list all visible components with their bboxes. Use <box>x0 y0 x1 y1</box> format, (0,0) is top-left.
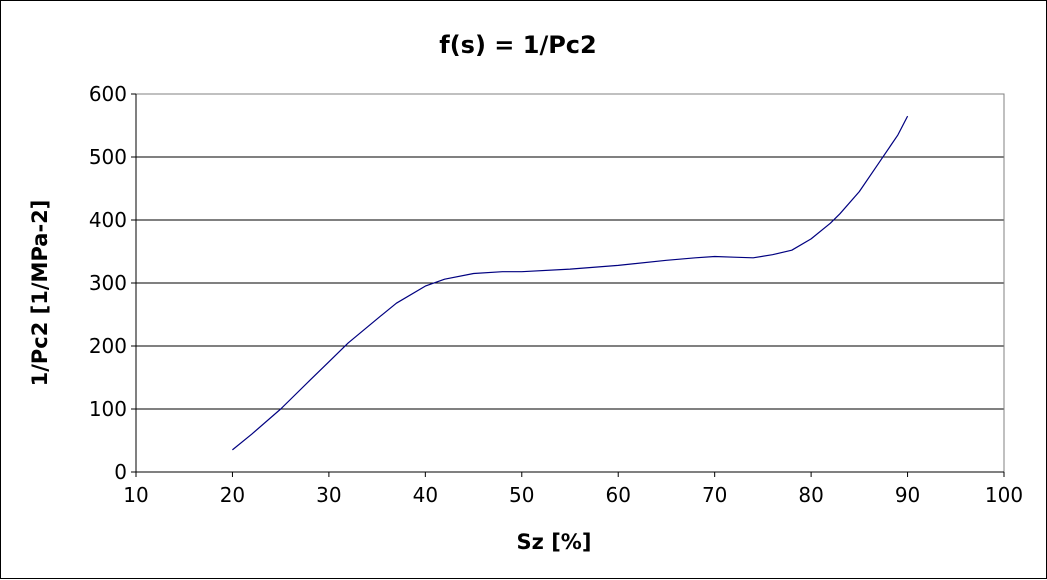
x-tick-label: 70 <box>702 483 727 507</box>
gridlines <box>136 93 1004 473</box>
y-tick-label: 300 <box>89 271 127 295</box>
x-tick-label: 60 <box>605 483 630 507</box>
x-axis: 10 20 30 40 50 60 70 80 90 100 <box>123 471 1023 507</box>
x-axis-label: Sz [%] <box>517 530 592 554</box>
y-tick-label: 100 <box>89 397 127 421</box>
x-tick-label: 40 <box>413 483 438 507</box>
y-tick-label: 0 <box>114 460 127 484</box>
chart-title: f(s) = 1/Pc2 <box>439 31 596 59</box>
x-tick-label: 100 <box>985 483 1023 507</box>
x-tick-label: 90 <box>895 483 920 507</box>
x-tick-label: 80 <box>798 483 823 507</box>
x-tick-label: 20 <box>220 483 245 507</box>
x-tick-label: 30 <box>316 483 341 507</box>
y-tick-label: 600 <box>89 82 127 106</box>
y-axis-label: 1/Pc2 [1/MPa-2] <box>28 200 52 387</box>
x-tick-label: 50 <box>509 483 534 507</box>
y-tick-label: 500 <box>89 145 127 169</box>
y-axis: 0 100 200 300 400 500 600 <box>89 82 137 484</box>
y-tick-label: 200 <box>89 334 127 358</box>
x-tick-label: 10 <box>123 483 148 507</box>
series-group <box>232 115 909 451</box>
series-line <box>232 115 909 451</box>
y-tick-label: 400 <box>89 208 127 232</box>
